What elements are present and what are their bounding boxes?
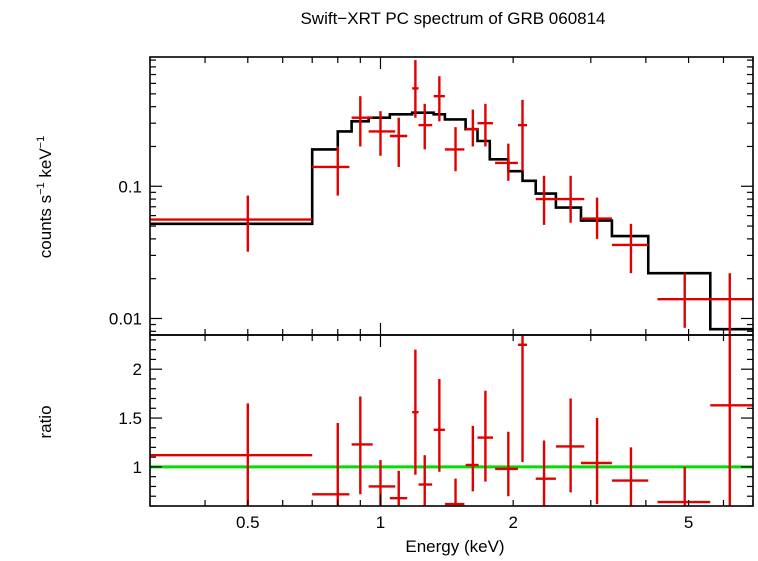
data-point xyxy=(580,197,612,239)
data-point xyxy=(477,390,494,482)
data-point xyxy=(433,76,445,122)
top-panel: 0.1 0.01 xyxy=(109,56,754,336)
x-tick-label: 2 xyxy=(508,513,517,532)
data-point xyxy=(150,403,313,506)
y-tick-label: 1.5 xyxy=(118,409,142,428)
data-point xyxy=(710,273,753,335)
data-point xyxy=(611,447,649,506)
data-point xyxy=(517,335,528,463)
data-point xyxy=(351,96,373,147)
data-point xyxy=(710,335,753,506)
data-point xyxy=(517,99,528,172)
data-point xyxy=(611,223,649,274)
data-point xyxy=(495,431,518,497)
top-y-axis-label: counts s−1 keV−1 xyxy=(35,136,55,258)
y-tick-label: 0.1 xyxy=(118,177,142,196)
data-point xyxy=(418,455,433,506)
data-point xyxy=(555,398,585,493)
data-point xyxy=(389,470,408,506)
x-axis-label: Energy (keV) xyxy=(405,537,504,556)
data-point xyxy=(389,117,408,167)
bottom-panel-frame xyxy=(149,334,754,507)
y-tick-label: 1 xyxy=(133,458,142,477)
y-tick-label: 2 xyxy=(133,360,142,379)
data-point xyxy=(150,195,313,252)
data-point xyxy=(412,349,419,475)
top-panel-frame xyxy=(149,56,754,336)
chart-title: Swift−XRT PC spectrum of GRB 060814 xyxy=(300,9,605,28)
data-point xyxy=(444,127,465,172)
data-point xyxy=(312,146,350,196)
x-tick-label: 0.5 xyxy=(236,513,260,532)
data-point xyxy=(465,425,479,492)
bottom-y-axis-label: ratio xyxy=(36,405,55,438)
data-point xyxy=(368,111,396,156)
data-point xyxy=(312,422,350,506)
data-point xyxy=(444,478,465,506)
data-point xyxy=(412,60,419,118)
data-point xyxy=(465,109,479,147)
data-point xyxy=(555,175,585,223)
data-point xyxy=(580,418,612,505)
data-point xyxy=(351,396,373,495)
data-point xyxy=(433,378,445,472)
y-tick-label: 0.01 xyxy=(109,309,142,328)
data-point xyxy=(535,175,556,225)
data-point xyxy=(477,103,494,147)
data-point xyxy=(535,440,556,506)
bottom-panel: 0.5 1 2 5 1 1.5 2 xyxy=(118,334,754,532)
data-point xyxy=(657,273,711,328)
data-point xyxy=(418,103,433,150)
x-tick-label: 1 xyxy=(376,513,385,532)
data-point xyxy=(495,143,518,181)
data-point xyxy=(657,466,711,506)
x-tick-label: 5 xyxy=(684,513,693,532)
model-step-line xyxy=(150,111,753,331)
